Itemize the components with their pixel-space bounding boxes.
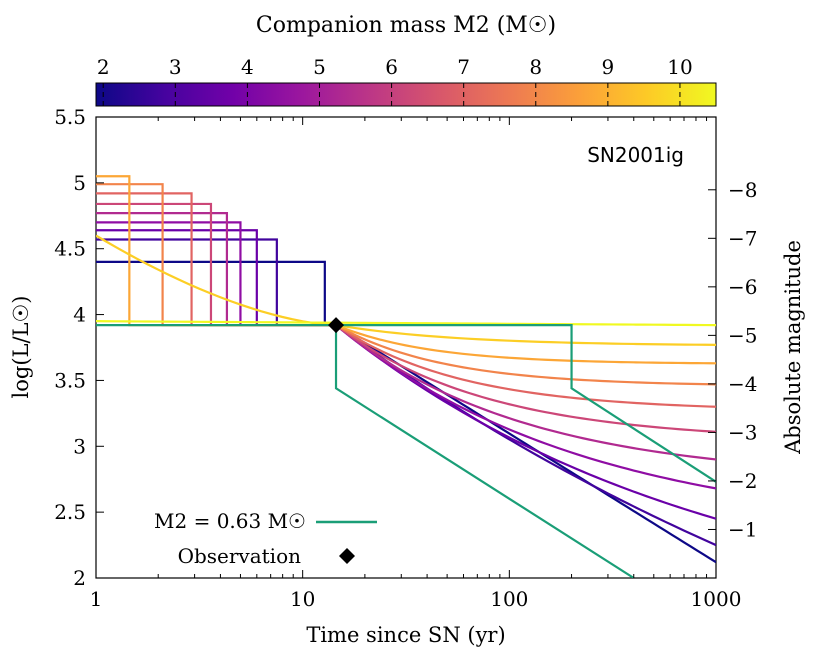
plot-frame [95,116,717,579]
series-line-m8 [96,192,716,408]
series-line-m2 [96,260,716,564]
y2-tick-label: −8 [728,178,757,202]
legend-green-label: M2 = 0.63 M☉ [154,509,306,533]
y-tick-label: 3.5 [54,368,86,392]
colorbar-tick-label: 10 [667,55,692,79]
axes-layer: 1 10 100 1000 2 2.5 3 3.5 4 4.5 5 5.5 −1 −2 −3 −4 −5 −6 −7… [54,105,757,611]
y2-tick-label: −6 [728,275,757,299]
series-line-m10 [96,175,716,365]
y-axis-label: log(L/L☉) [9,296,33,399]
colorbar-tick-label: 5 [313,55,326,79]
annotation-label: SN2001ig [587,143,684,167]
y2-tick-label: −2 [728,469,757,493]
series-layer [96,175,716,578]
x-tick-label: 1 [90,587,103,611]
colorbar: Companion mass M2 (M☉) 2 3 4 5 6 7 8 9 10 [95,13,717,107]
x-axis-label: Time since SN (yr) [306,623,505,647]
series-line-m9 [96,183,716,386]
y2-tick-label: −7 [728,226,757,250]
y2-tick-label: −4 [728,372,757,396]
y-tick-label: 2.5 [54,500,86,524]
colorbar-tick-label: 6 [385,55,398,79]
series-line-m10.6 [96,320,716,327]
series-line-m10.5 [96,234,716,346]
series-line-m7 [96,202,716,433]
colorbar-tick-label: 8 [529,55,542,79]
x-tick-label: 1000 [691,587,742,611]
green-series-line-2 [336,324,716,483]
y2-tick-label: −5 [728,323,757,347]
y2-tick-label: −3 [728,420,757,444]
y-tick-label: 5.5 [54,105,86,129]
x-tick-label: 100 [490,587,528,611]
legend-observation-marker [339,548,355,564]
y-tick-label: 4.5 [54,237,86,261]
colorbar-tick-label: 4 [241,55,254,79]
colorbar-tick-label: 9 [601,55,614,79]
colorbar-tick-label: 3 [169,55,182,79]
colorbar-gradient [95,82,717,107]
y-tick-label: 4 [73,303,86,327]
colorbar-label: Companion mass M2 (M☉) [256,13,556,38]
y-tick-label: 5 [73,171,86,195]
series-line-m5 [96,221,716,490]
green-series-line [96,324,635,578]
y-tick-label: 2 [73,566,86,590]
y-tick-label: 3 [73,434,86,458]
series-line-m6 [96,212,716,461]
colorbar-tick-label: 2 [97,55,110,79]
y2-axis-label: Absolute magnitude [781,240,805,455]
colorbar-ticks: 2 3 4 5 6 7 8 9 10 [97,55,693,106]
legend: M2 = 0.63 M☉ Observation [154,509,377,568]
legend-observation-label: Observation [178,544,302,568]
y2-tick-label: −1 [728,517,757,541]
colorbar-tick-label: 7 [457,55,470,79]
x-tick-label: 10 [290,587,315,611]
observation-marker [328,317,345,334]
